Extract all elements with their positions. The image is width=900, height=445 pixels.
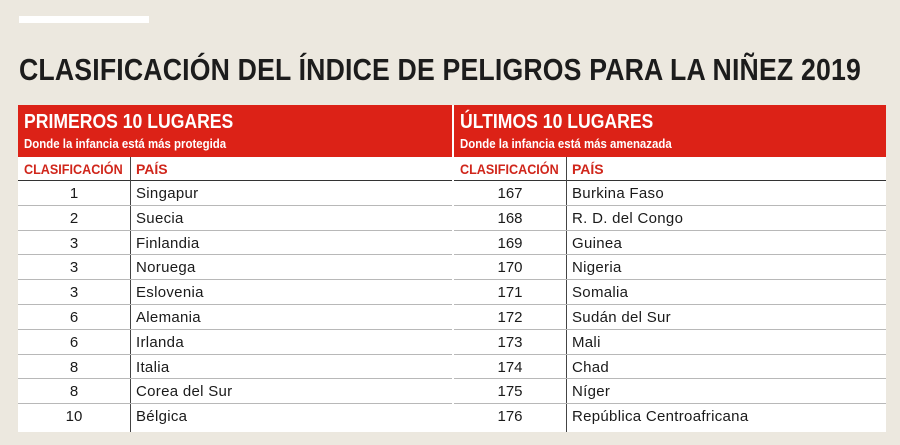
bottom-ten-heading: ÚLTIMOS 10 LUGARES <box>460 111 654 133</box>
column-header-country: PAÍS <box>136 161 168 177</box>
rank-cell: 8 <box>69 358 79 376</box>
country-cell: Singapur <box>136 185 199 202</box>
table-row: 173 Mali <box>454 330 886 355</box>
rank-cell: 2 <box>69 209 79 227</box>
top-ten-subheading: Donde la infancia está más protegida <box>24 136 227 151</box>
rank-cell: 176 <box>497 408 523 426</box>
table-row: 3 Noruega <box>18 255 452 281</box>
country-cell: Alemania <box>136 308 201 326</box>
table-row: 8 Italia <box>18 355 452 380</box>
table-row: 2 Suecia <box>18 206 452 231</box>
column-header-country: PAÍS <box>572 161 604 177</box>
country-cell: Noruega <box>136 259 196 277</box>
page-title: CLASIFICACIÓN DEL ÍNDICE DE PELIGROS PAR… <box>19 52 861 87</box>
country-cell: Sudán del Sur <box>572 308 671 326</box>
rank-cell: 3 <box>69 284 79 302</box>
country-cell: Irlanda <box>136 333 184 351</box>
column-header-rank: CLASIFICACIÓN <box>24 161 123 177</box>
rank-cell: 167 <box>497 185 523 202</box>
table-row: 174 Chad <box>454 355 886 380</box>
top-accent-bar <box>19 16 149 23</box>
country-cell: Italia <box>136 358 170 376</box>
ranking-table: PRIMEROS 10 LUGARES Donde la infancia es… <box>18 105 886 432</box>
column-separator <box>566 157 567 432</box>
bottom-ten-section: ÚLTIMOS 10 LUGARES Donde la infancia est… <box>454 105 886 432</box>
rank-cell: 3 <box>69 234 79 252</box>
table-row: 172 Sudán del Sur <box>454 305 886 330</box>
table-row: 168 R. D. del Congo <box>454 206 886 231</box>
rank-cell: 1 <box>69 185 79 202</box>
rank-cell: 10 <box>65 408 83 426</box>
top-ten-heading: PRIMEROS 10 LUGARES <box>24 111 234 133</box>
table-row: 175 Níger <box>454 379 886 405</box>
column-header-row: CLASIFICACIÓN PAÍS <box>18 157 452 181</box>
rank-cell: 172 <box>497 308 523 326</box>
table-row: 6 Irlanda <box>18 330 452 355</box>
top-ten-rows: 1 Singapur 2 Suecia 3 Finlandia 3 Noruega 3 E… <box>18 181 452 429</box>
rank-cell: 173 <box>497 333 523 351</box>
country-cell: Finlandia <box>136 234 200 252</box>
rank-cell: 3 <box>69 259 79 277</box>
column-separator <box>130 157 131 432</box>
header-divider <box>452 105 454 157</box>
table-row: 167 Burkina Faso <box>454 181 886 206</box>
table-row: 170 Nigeria <box>454 255 886 281</box>
table-row: 171 Somalia <box>454 280 886 305</box>
country-cell: Guinea <box>572 234 623 252</box>
top-ten-section: PRIMEROS 10 LUGARES Donde la infancia es… <box>18 105 452 432</box>
table-row: 176 República Centroafricana <box>454 404 886 429</box>
rank-cell: 6 <box>69 308 79 326</box>
table-row: 10 Bélgica <box>18 404 452 429</box>
rank-cell: 171 <box>497 284 523 302</box>
rank-cell: 6 <box>69 333 79 351</box>
rank-cell: 169 <box>497 234 523 252</box>
country-cell: Eslovenia <box>136 284 204 302</box>
table-row: 1 Singapur <box>18 181 452 206</box>
country-cell: Bélgica <box>136 408 188 426</box>
rank-cell: 170 <box>497 259 523 277</box>
country-cell: Chad <box>572 358 610 376</box>
country-cell: República Centroafricana <box>572 408 749 426</box>
country-cell: Mali <box>572 333 601 351</box>
table-row: 3 Finlandia <box>18 231 452 256</box>
table-row: 169 Guinea <box>454 231 886 256</box>
table-row: 3 Eslovenia <box>18 280 452 305</box>
country-cell: Nigeria <box>572 259 622 277</box>
column-header-row: CLASIFICACIÓN PAÍS <box>454 157 886 181</box>
country-cell: R. D. del Congo <box>572 209 684 227</box>
table-row: 8 Corea del Sur <box>18 379 452 405</box>
bottom-ten-rows: 167 Burkina Faso 168 R. D. del Congo 169 Gu… <box>454 181 886 429</box>
table-row: 6 Alemania <box>18 305 452 330</box>
rank-cell: 175 <box>497 383 523 401</box>
country-cell: Corea del Sur <box>136 383 233 401</box>
country-cell: Burkina Faso <box>572 185 664 202</box>
rank-cell: 168 <box>497 209 523 227</box>
country-cell: Somalia <box>572 284 629 302</box>
rank-cell: 8 <box>69 383 79 401</box>
column-header-rank: CLASIFICACIÓN <box>460 161 559 177</box>
rank-cell: 174 <box>497 358 523 376</box>
bottom-ten-subheading: Donde la infancia está más amenazada <box>460 136 672 151</box>
country-cell: Níger <box>572 383 611 401</box>
country-cell: Suecia <box>136 209 184 227</box>
